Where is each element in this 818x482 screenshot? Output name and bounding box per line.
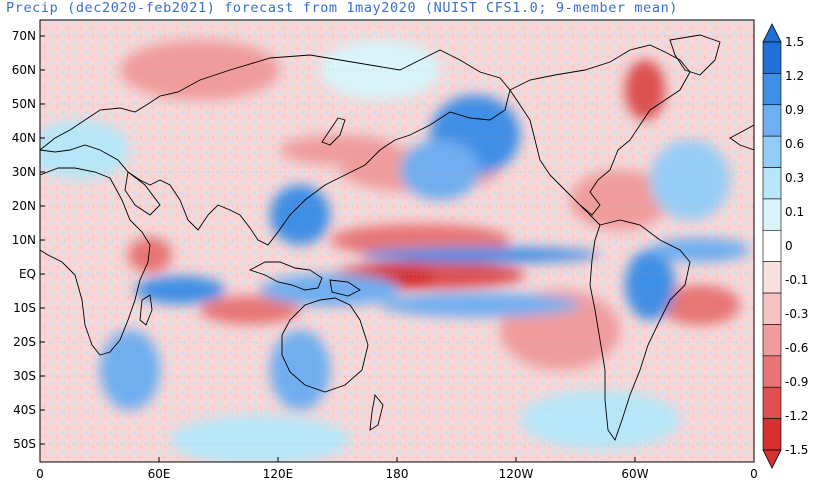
coastline-greenland: [669, 34, 721, 76]
lon-label-120w: 120W: [499, 467, 534, 481]
lon-label-180: 180: [386, 467, 409, 481]
coastline-africa: [40, 167, 151, 356]
lat-gridlines: [40, 35, 754, 445]
lon-labels: 0 60E 120E 180 120W 60W 0: [36, 467, 758, 481]
lat-label-40s: 40S: [13, 403, 36, 417]
colorbar-label: 1.2: [785, 69, 804, 83]
coastline-arabia: [124, 171, 161, 216]
lat-ticks: [40, 35, 45, 445]
lat-label-60n: 60N: [12, 63, 36, 77]
colorbar-swatch: [762, 230, 782, 262]
coastline-japan: [321, 117, 346, 146]
colorbar-swatch: [762, 198, 782, 231]
colorbar-label: -1.2: [785, 409, 808, 423]
colorbar-swatch: [762, 355, 782, 388]
colorbar-label: 0.6: [785, 137, 804, 151]
colorbar-swatch: [762, 261, 782, 294]
lat-label-50s: 50S: [13, 437, 36, 451]
colorbar-swatch: [762, 167, 782, 200]
colorbar-swatch: [762, 135, 782, 168]
lon-label-60e: 60E: [148, 467, 171, 481]
lon-label-120e: 120E: [263, 467, 294, 481]
colorbar-swatch: [762, 41, 782, 74]
coastline-maritime: [248, 261, 323, 291]
colorbar-arrow-bottom: [762, 449, 782, 469]
colorbar-label: 0.9: [785, 103, 804, 117]
lat-label-10s: 10S: [13, 301, 36, 315]
lat-label-30s: 30S: [13, 369, 36, 383]
colorbar: 1.5 1.2 0.9 0.6 0.3 0.1 0 -0.1 -0.3 -0.6 -0.9 -1.2 -…: [762, 23, 808, 469]
lat-label-70n: 70N: [12, 29, 36, 43]
lat-label-50n: 50N: [12, 97, 36, 111]
coastline-north-america: [509, 44, 691, 216]
lon-ticks: [39, 457, 755, 462]
coastline-newguinea: [329, 279, 361, 297]
colorbar-swatch: [762, 292, 782, 325]
coastline-eurasia: [40, 49, 511, 246]
coastline-south-america: [589, 219, 691, 441]
lat-label-20s: 20S: [13, 335, 36, 349]
coastline-australia: [281, 297, 369, 393]
colorbar-label: 0.3: [785, 171, 804, 185]
lat-label-30n: 30N: [12, 165, 36, 179]
lat-label-40n: 40N: [12, 131, 36, 145]
colorbar-swatch: [762, 418, 782, 451]
coastline-central-america: [579, 204, 601, 226]
colorbar-swatch: [762, 73, 782, 106]
lat-label-10n: 10N: [12, 233, 36, 247]
colorbar-label: -0.6: [785, 341, 808, 355]
lon-label-60w: 60W: [621, 467, 648, 481]
lat-label-eq: EQ: [19, 267, 36, 281]
colorbar-swatch: [762, 324, 782, 357]
lon-label-0-east: 0: [750, 467, 758, 481]
colorbar-label: 0: [785, 239, 793, 253]
colorbar-swatch: [762, 104, 782, 137]
coastline-newzealand: [369, 393, 384, 431]
precip-field: [40, 20, 754, 462]
colorbar-swatch: [762, 386, 782, 419]
colorbar-arrow-top: [762, 23, 782, 43]
colorbar-label: 1.5: [785, 35, 804, 49]
coastline-europe-west: [729, 124, 754, 151]
colorbar-label: 0.1: [785, 205, 804, 219]
lat-labels: 70N 60N 50N 40N 30N 20N 10N EQ 10S 20S 3…: [12, 29, 36, 451]
lat-label-20n: 20N: [12, 199, 36, 213]
colorbar-label: -0.9: [785, 375, 808, 389]
coastline-madagascar: [139, 294, 153, 326]
lon-label-0: 0: [36, 467, 44, 481]
colorbar-label: -1.5: [785, 443, 808, 457]
colorbar-label: -0.1: [785, 273, 808, 287]
map-title: Precip (dec2020-feb2021) forecast from 1…: [6, 0, 679, 16]
colorbar-label: -0.3: [785, 307, 808, 321]
coastlines: [40, 34, 754, 441]
